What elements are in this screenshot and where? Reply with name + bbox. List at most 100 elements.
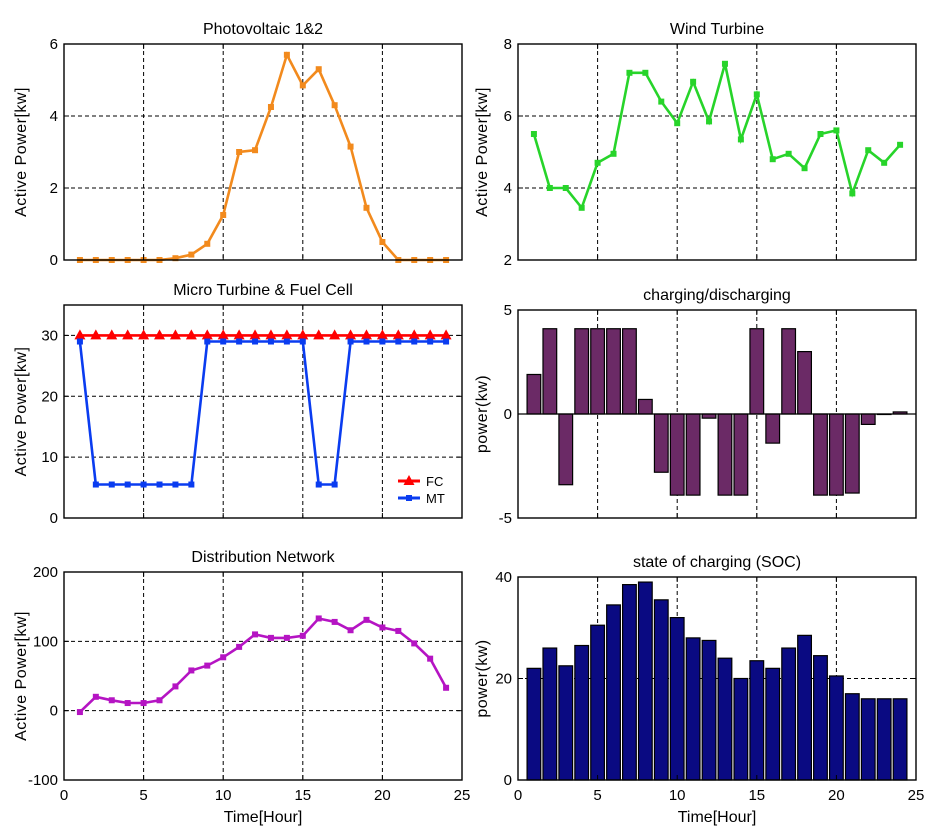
legend-box bbox=[394, 468, 454, 510]
x-tick-label: 20 bbox=[828, 787, 845, 804]
bar bbox=[606, 328, 621, 415]
data-point bbox=[424, 329, 436, 340]
series-1 bbox=[76, 615, 450, 716]
chart-title: state of charging (SOC) bbox=[633, 554, 801, 571]
data-point bbox=[392, 329, 404, 340]
y-tick-label: 30 bbox=[41, 327, 58, 344]
data-point bbox=[74, 329, 86, 340]
chart-panel-3: 0 10 20 30 Micro Turbine & Fuel Cell Active P… bbox=[13, 282, 463, 527]
data-point bbox=[233, 329, 245, 340]
data-point bbox=[443, 684, 450, 691]
bar bbox=[765, 413, 781, 444]
plot-area bbox=[518, 44, 916, 260]
y-tick-label: -100 bbox=[28, 772, 58, 789]
data-point bbox=[642, 69, 649, 76]
bar bbox=[574, 644, 590, 781]
bar bbox=[669, 616, 685, 781]
chart-panel-2: 2 4 6 8 Wind Turbine Active Power[kw] bbox=[474, 21, 917, 269]
data-point bbox=[737, 136, 744, 143]
y-tick-label: 0 bbox=[50, 510, 58, 527]
data-point bbox=[172, 683, 179, 690]
bar bbox=[653, 599, 669, 781]
data-point bbox=[188, 667, 195, 674]
bar bbox=[621, 328, 637, 415]
data-point bbox=[408, 329, 420, 340]
data-point bbox=[297, 329, 309, 340]
x-axis-label: Time[Hour] bbox=[224, 809, 303, 826]
data-point bbox=[204, 338, 211, 345]
data-point bbox=[108, 481, 115, 488]
y-axis-label: Active Power[kw] bbox=[13, 87, 30, 217]
legend-marker bbox=[403, 475, 415, 485]
data-point bbox=[546, 185, 553, 191]
x-tick-label: 15 bbox=[294, 787, 311, 804]
chart-title: charging/discharging bbox=[643, 287, 791, 304]
data-point bbox=[315, 66, 322, 73]
data-point bbox=[411, 338, 418, 345]
data-point bbox=[172, 255, 179, 262]
data-point bbox=[443, 338, 450, 345]
x-tick-label: 25 bbox=[454, 787, 471, 804]
data-point bbox=[345, 329, 357, 340]
y-tick-label: 0 bbox=[50, 252, 58, 269]
bar bbox=[813, 655, 828, 781]
y-axis-label: Active Power[kw] bbox=[13, 347, 30, 477]
plot-area bbox=[64, 44, 462, 260]
bar bbox=[542, 328, 558, 415]
y-tick-label: 100 bbox=[33, 633, 58, 650]
bar bbox=[828, 413, 844, 496]
data-point bbox=[530, 131, 537, 137]
y-tick-label: 0 bbox=[504, 406, 512, 423]
data-point bbox=[299, 632, 306, 639]
y-tick-label: 4 bbox=[504, 180, 512, 197]
data-point bbox=[865, 147, 872, 154]
bar bbox=[892, 698, 908, 781]
y-tick-label: 4 bbox=[50, 108, 58, 125]
data-point bbox=[283, 51, 290, 58]
data-point bbox=[185, 329, 197, 340]
data-point bbox=[753, 91, 760, 98]
data-point bbox=[379, 338, 386, 345]
data-point bbox=[267, 104, 274, 110]
bar bbox=[574, 328, 590, 415]
data-point bbox=[849, 190, 856, 197]
data-point bbox=[106, 329, 118, 340]
data-point bbox=[440, 329, 452, 340]
x-tick-label: 10 bbox=[669, 787, 686, 804]
y-tick-label: -5 bbox=[499, 510, 512, 527]
data-point bbox=[594, 159, 601, 166]
x-tick-label: 0 bbox=[514, 787, 522, 804]
bar bbox=[765, 667, 781, 781]
data-point bbox=[299, 82, 306, 89]
data-point bbox=[395, 627, 402, 634]
bar bbox=[542, 647, 558, 781]
data-point bbox=[801, 165, 808, 172]
bar bbox=[797, 634, 813, 781]
y-tick-label: 20 bbox=[495, 671, 512, 688]
x-tick-label: 10 bbox=[215, 787, 232, 804]
data-point bbox=[281, 329, 293, 340]
y-tick-label: 2 bbox=[50, 180, 58, 197]
bar bbox=[781, 328, 797, 415]
bar bbox=[860, 413, 876, 425]
data-point bbox=[92, 693, 99, 700]
bar bbox=[685, 637, 701, 781]
axes-frame bbox=[63, 43, 463, 261]
bar bbox=[653, 413, 669, 473]
bar bbox=[701, 639, 717, 781]
chart-panel-6: 0 20 40 0 5 10 15 20 25 state of charging (SOC) po… bbox=[474, 554, 924, 826]
bar bbox=[813, 413, 828, 496]
bar bbox=[860, 698, 876, 781]
bar bbox=[637, 581, 653, 781]
data-point bbox=[124, 481, 131, 488]
data-point bbox=[201, 329, 213, 340]
x-tick-label: 25 bbox=[908, 787, 925, 804]
bar bbox=[558, 413, 574, 486]
y-tick-label: 10 bbox=[41, 449, 58, 466]
y-tick-label: 20 bbox=[41, 388, 58, 405]
data-point bbox=[90, 329, 102, 340]
data-point bbox=[363, 338, 370, 345]
data-point bbox=[236, 643, 243, 650]
y-axis-label: Active Power[kw] bbox=[13, 611, 30, 741]
